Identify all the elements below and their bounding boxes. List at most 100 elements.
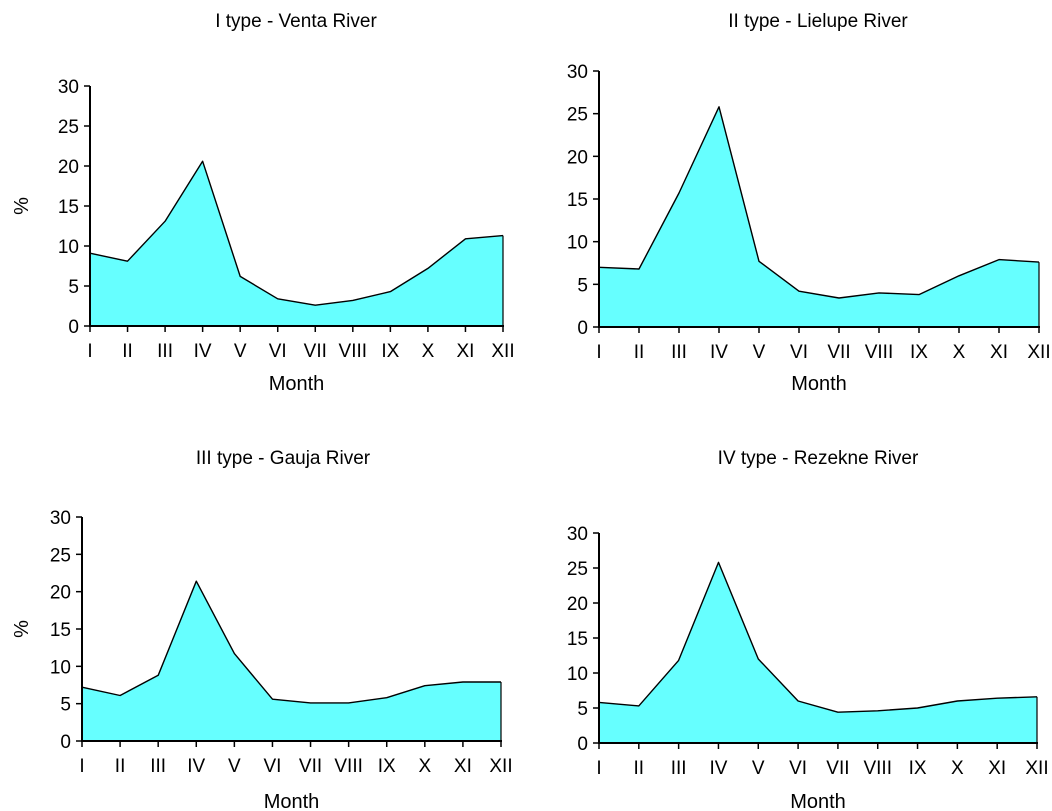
x-tick-label: XII bbox=[1027, 342, 1050, 363]
y-tick-label: 25 bbox=[58, 117, 79, 138]
y-axis-label: % bbox=[11, 197, 33, 215]
x-tick-label: II bbox=[634, 342, 645, 363]
x-tick-label: V bbox=[234, 341, 247, 362]
y-tick-label: 20 bbox=[50, 583, 71, 604]
data-point-VIII bbox=[347, 701, 350, 704]
y-tick-label: 30 bbox=[567, 62, 588, 83]
x-tick-label: III bbox=[157, 341, 173, 362]
x-tick-label: XII bbox=[489, 756, 512, 777]
x-tick-label: IX bbox=[378, 756, 396, 777]
data-point-XI bbox=[998, 258, 1001, 261]
data-point-II bbox=[119, 694, 122, 697]
x-tick-label: IV bbox=[710, 342, 728, 363]
y-tick-label: 0 bbox=[577, 318, 588, 339]
y-axis-label: % bbox=[11, 620, 33, 638]
x-tick-label: I bbox=[79, 756, 84, 777]
area-fill bbox=[599, 106, 1039, 327]
x-tick-label: VII bbox=[299, 756, 322, 777]
data-point-VI bbox=[271, 698, 274, 701]
data-point-XII bbox=[500, 681, 503, 684]
data-point-V bbox=[239, 275, 242, 278]
y-tick-label: 15 bbox=[567, 190, 588, 211]
x-tick-label: X bbox=[951, 758, 964, 779]
x-tick-label: VIII bbox=[334, 756, 363, 777]
series-line bbox=[81, 580, 501, 704]
data-point-VIII bbox=[351, 299, 354, 302]
x-tick-label: VII bbox=[304, 341, 327, 362]
x-tick-label: XI bbox=[990, 342, 1008, 363]
y-tick-label: 0 bbox=[577, 734, 588, 755]
x-tick-label: IV bbox=[187, 756, 205, 777]
x-tick-label: V bbox=[752, 758, 765, 779]
x-tick-label: II bbox=[115, 756, 126, 777]
data-point-VII bbox=[309, 701, 312, 704]
y-tick-label: 30 bbox=[58, 77, 79, 98]
data-point-X bbox=[958, 274, 961, 277]
data-point-II bbox=[126, 260, 129, 263]
data-point-XII bbox=[1036, 695, 1039, 698]
x-tick-label: VIII bbox=[865, 342, 894, 363]
series-line bbox=[89, 160, 504, 306]
x-tick-label: I bbox=[87, 341, 92, 362]
x-tick-label: VI bbox=[790, 342, 808, 363]
y-tick-label: 5 bbox=[577, 699, 588, 720]
data-point-IV bbox=[718, 105, 721, 108]
data-point-IX bbox=[916, 707, 919, 710]
x-tick-label: XI bbox=[454, 756, 472, 777]
chart-title: I type - Venta River bbox=[215, 11, 377, 32]
area-fill bbox=[90, 161, 503, 326]
data-point-III bbox=[677, 659, 680, 662]
x-tick-label: VI bbox=[269, 341, 287, 362]
x-tick-label: XI bbox=[988, 758, 1006, 779]
data-point-VI bbox=[276, 297, 279, 300]
x-tick-label: III bbox=[671, 758, 687, 779]
x-tick-label: V bbox=[753, 342, 766, 363]
y-tick-label: 20 bbox=[567, 594, 588, 615]
y-tick-label: 0 bbox=[68, 317, 79, 338]
x-tick-label: VI bbox=[263, 756, 281, 777]
x-axis-label: Month bbox=[791, 373, 847, 395]
data-point-IV bbox=[717, 561, 720, 564]
x-tick-label: X bbox=[422, 341, 435, 362]
chart-title: IV type - Rezekne River bbox=[718, 448, 919, 469]
x-tick-label: I bbox=[596, 758, 601, 779]
data-point-III bbox=[157, 674, 160, 677]
data-point-II bbox=[638, 267, 641, 270]
data-point-V bbox=[233, 652, 236, 655]
x-axis-label: Month bbox=[790, 791, 846, 811]
data-point-VI bbox=[797, 700, 800, 703]
y-tick-label: 5 bbox=[68, 277, 79, 298]
area-fill bbox=[82, 581, 501, 741]
x-tick-label: VII bbox=[827, 342, 850, 363]
data-point-IX bbox=[918, 293, 921, 296]
y-tick-label: 15 bbox=[50, 620, 71, 641]
x-axis-label: Month bbox=[269, 373, 325, 395]
x-tick-label: II bbox=[634, 758, 645, 779]
y-tick-label: 5 bbox=[577, 275, 588, 296]
data-point-IX bbox=[385, 696, 388, 699]
series-line bbox=[598, 561, 1038, 713]
y-tick-label: 10 bbox=[567, 233, 588, 254]
y-tick-label: 0 bbox=[60, 732, 71, 753]
x-tick-label: III bbox=[150, 756, 166, 777]
y-tick-label: 15 bbox=[58, 197, 79, 218]
data-point-XI bbox=[996, 697, 999, 700]
data-point-IX bbox=[389, 290, 392, 293]
y-tick-label: 15 bbox=[567, 629, 588, 650]
x-tick-label: V bbox=[228, 756, 241, 777]
x-tick-label: X bbox=[953, 342, 966, 363]
data-point-V bbox=[758, 260, 761, 263]
x-tick-label: II bbox=[122, 341, 133, 362]
data-point-III bbox=[678, 192, 681, 195]
y-tick-label: 30 bbox=[567, 524, 588, 545]
y-tick-label: 25 bbox=[567, 105, 588, 126]
data-point-XI bbox=[461, 681, 464, 684]
data-point-IV bbox=[201, 160, 204, 163]
y-tick-label: 10 bbox=[58, 237, 79, 258]
data-point-VIII bbox=[876, 709, 879, 712]
chart-title: II type - Lielupe River bbox=[728, 11, 908, 32]
